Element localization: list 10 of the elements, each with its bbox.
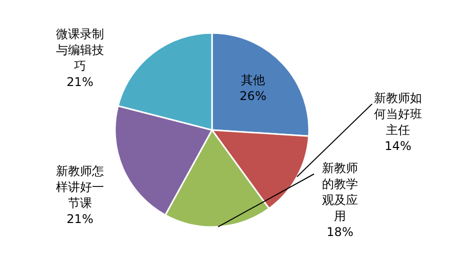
data-label: 18% <box>326 225 354 239</box>
data-label: 26% <box>240 89 266 103</box>
slice-label: 其他 <box>241 73 265 87</box>
data-label: 21% <box>66 75 94 89</box>
slice-label: 新教师如何当好班主任 <box>374 91 422 137</box>
slice-label: 微课录制与编辑技巧 <box>56 27 104 73</box>
slice-label: 新教师怎样讲好一节课 <box>56 164 104 210</box>
data-label: 14% <box>384 139 412 153</box>
slice-label: 新教师的教学观及应用 <box>322 161 358 223</box>
data-label: 21% <box>66 212 94 226</box>
